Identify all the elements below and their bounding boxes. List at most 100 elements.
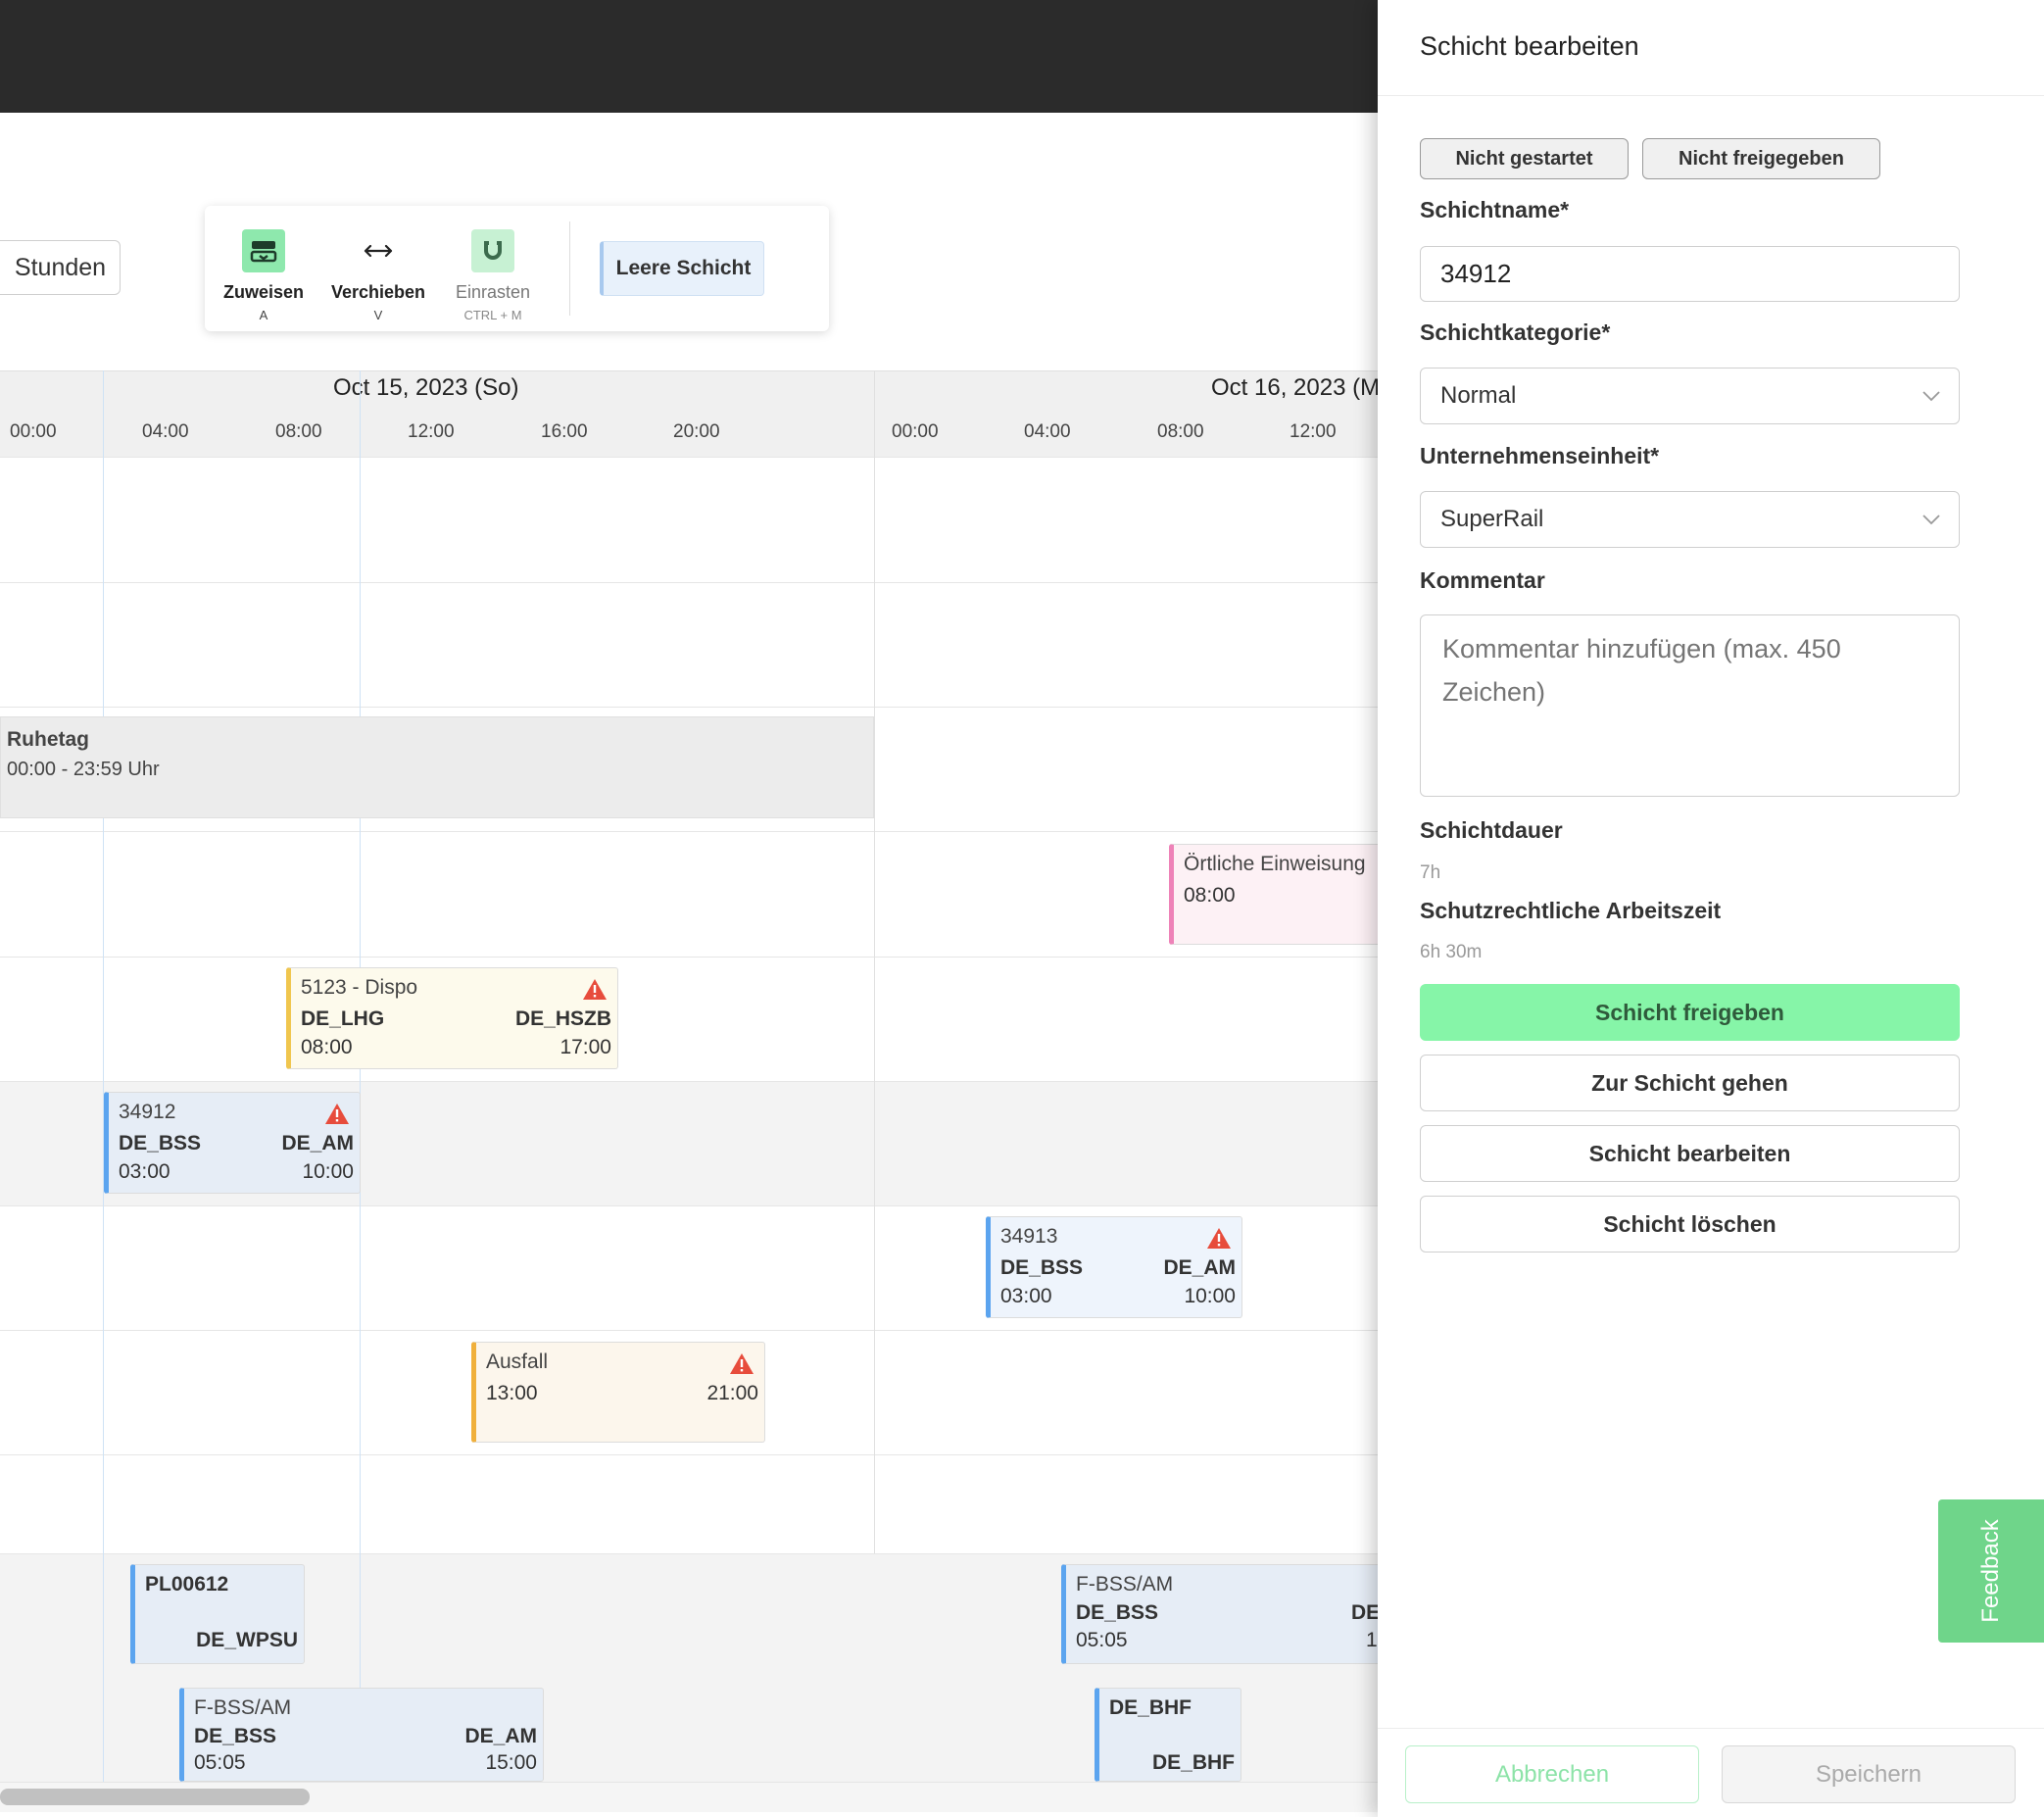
- panel-title: Schicht bearbeiten: [1420, 31, 1639, 61]
- rest-day-block[interactable]: Ruhetag 00:00 - 23:59 Uhr: [0, 716, 874, 818]
- shift-card-34912[interactable]: 34912 DE_BSS DE_AM 03:00 10:00: [104, 1092, 361, 1194]
- hour-label: 04:00: [142, 421, 189, 442]
- hour-label: 00:00: [10, 421, 57, 442]
- protected-working-time-value: 6h 30m: [1420, 942, 1483, 962]
- row-divider: [0, 1205, 1378, 1206]
- rest-day-time: 00:00 - 23:59 Uhr: [7, 759, 160, 780]
- shift-to: DE_AM: [281, 1132, 354, 1154]
- hour-label: 20:00: [673, 421, 720, 442]
- shift-card-34913[interactable]: 34913 DE_BSS DE_AM 03:00 10:00: [986, 1216, 1242, 1318]
- comment-textarea[interactable]: [1420, 614, 1960, 797]
- row-divider: [0, 707, 1378, 708]
- timeline-header: [0, 370, 1378, 458]
- snap-tool-shortcut: CTRL + M: [463, 308, 522, 322]
- shift-name-input[interactable]: 34912: [1420, 246, 1960, 302]
- shift-title: DE_BHF: [1109, 1696, 1192, 1719]
- shift-to: DE_WPSU: [196, 1629, 298, 1651]
- shift-from: DE_BSS: [1076, 1601, 1159, 1624]
- shift-end: 17:00: [560, 1036, 611, 1058]
- time-marker-line: [103, 370, 104, 1782]
- warning-icon: [583, 979, 607, 1000]
- empty-shift-button[interactable]: Leere Schicht: [600, 241, 764, 296]
- assign-icon: [242, 229, 285, 272]
- hour-label: 16:00: [541, 421, 588, 442]
- horizontal-scrollbar-thumb[interactable]: [0, 1789, 310, 1805]
- chevron-down-icon: [1922, 391, 1940, 402]
- comment-label: Kommentar: [1420, 567, 1545, 593]
- cancel-button[interactable]: Abbrechen: [1405, 1745, 1699, 1803]
- hour-label: 04:00: [1024, 421, 1071, 442]
- shift-card-de-bhf[interactable]: DE_BHF DE_BHF: [1095, 1688, 1241, 1782]
- shift-title: 5123 - Dispo: [301, 976, 418, 999]
- day-divider-line: [874, 370, 875, 1553]
- shift-card-ausfall[interactable]: Ausfall 13:00 21:00: [471, 1342, 765, 1443]
- status-not-started-badge[interactable]: Nicht gestartet: [1420, 138, 1629, 179]
- save-button[interactable]: Speichern: [1722, 1745, 2016, 1803]
- shift-title: PL00612: [145, 1573, 229, 1596]
- row-divider: [0, 1553, 1378, 1554]
- snap-tool[interactable]: Einrasten CTRL + M: [439, 220, 547, 322]
- feedback-tab[interactable]: Feedback: [1938, 1499, 2044, 1643]
- shift-card-f-bss-am[interactable]: F-BSS/AM DE_BSS DE_ 05:05 15: [1061, 1564, 1394, 1664]
- edit-shift-panel: Schicht bearbeiten Nicht gestartet Nicht…: [1378, 0, 2044, 1817]
- hour-label: 08:00: [275, 421, 322, 442]
- business-unit-value: SuperRail: [1440, 506, 1544, 532]
- date-label-oct-15: Oct 15, 2023 (So): [333, 374, 519, 401]
- row-divider: [0, 582, 1378, 583]
- hour-label: 12:00: [1290, 421, 1337, 442]
- shift-title: F-BSS/AM: [194, 1696, 292, 1719]
- move-arrows-icon: [357, 229, 400, 272]
- time-marker-line: [360, 370, 361, 1782]
- shift-to: DE_HSZB: [514, 1007, 611, 1030]
- move-tool[interactable]: Verchieben V: [324, 220, 432, 322]
- shift-end: 10:00: [1184, 1285, 1236, 1307]
- business-unit-select[interactable]: SuperRail: [1420, 491, 1960, 548]
- shift-title: Örtliche Einweisung: [1184, 853, 1366, 875]
- shift-card-f-bss-am[interactable]: F-BSS/AM DE_BSS DE_AM 05:05 15:00: [179, 1688, 544, 1782]
- chevron-down-icon: [1922, 515, 1940, 525]
- shift-category-label: Schichtkategorie*: [1420, 319, 1611, 345]
- shift-start: 03:00: [119, 1160, 170, 1183]
- shift-title: 34913: [1000, 1225, 1058, 1248]
- warning-icon: [1207, 1228, 1231, 1249]
- delete-shift-button[interactable]: Schicht löschen: [1420, 1196, 1960, 1252]
- shift-card-oertliche-einweisung[interactable]: Örtliche Einweisung 08:00: [1169, 844, 1394, 945]
- row-divider: [0, 457, 1378, 458]
- shift-category-select[interactable]: Normal: [1420, 368, 1960, 424]
- rest-day-title: Ruhetag: [7, 728, 89, 751]
- shift-start: 05:05: [194, 1751, 246, 1774]
- shift-duration-label: Schichtdauer: [1420, 817, 1563, 843]
- row-divider: [0, 1330, 1378, 1331]
- business-unit-label: Unternehmenseinheit*: [1420, 443, 1660, 468]
- shift-title: 34912: [119, 1101, 176, 1123]
- shift-to: DE_AM: [464, 1725, 537, 1747]
- snap-tool-label: Einrasten: [455, 282, 531, 302]
- shift-start: 08:00: [301, 1036, 353, 1058]
- app-top-bar: [0, 0, 1378, 113]
- assign-tool[interactable]: Zuweisen A: [210, 220, 317, 322]
- release-shift-button[interactable]: Schicht freigeben: [1420, 984, 1960, 1041]
- warning-icon: [730, 1353, 754, 1374]
- toolbar-divider: [569, 221, 570, 316]
- shift-end: 10:00: [302, 1160, 354, 1183]
- shift-end: 21:00: [706, 1382, 758, 1404]
- date-label-oct-16: Oct 16, 2023 (M: [1211, 374, 1381, 401]
- row-divider: [0, 1454, 1378, 1455]
- shift-from: DE_BSS: [119, 1132, 202, 1154]
- shift-card-pl00612[interactable]: PL00612 DE_WPSU: [130, 1564, 305, 1664]
- shift-to: DE_AM: [1163, 1256, 1236, 1279]
- go-to-shift-button[interactable]: Zur Schicht gehen: [1420, 1055, 1960, 1111]
- warning-icon: [325, 1104, 349, 1124]
- assign-tool-label: Zuweisen: [222, 282, 305, 302]
- move-tool-label: Verchieben: [330, 282, 426, 302]
- shift-title: Ausfall: [486, 1350, 549, 1373]
- status-not-released-badge[interactable]: Nicht freigegeben: [1642, 138, 1880, 179]
- row-divider: [0, 957, 1378, 958]
- row-divider: [0, 1081, 1378, 1082]
- hours-view-button[interactable]: Stunden: [0, 240, 121, 295]
- edit-shift-button[interactable]: Schicht bearbeiten: [1420, 1125, 1960, 1182]
- shift-card-5123-dispo[interactable]: 5123 - Dispo DE_LHG DE_HSZB 08:00 17:00: [286, 967, 618, 1069]
- shift-duration-value: 7h: [1420, 862, 1441, 883]
- shift-category-value: Normal: [1440, 382, 1517, 409]
- move-tool-shortcut: V: [373, 308, 383, 322]
